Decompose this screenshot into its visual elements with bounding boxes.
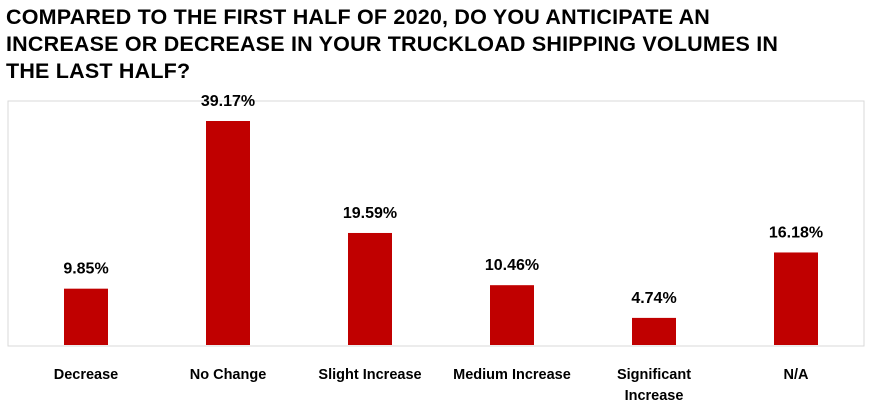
category-label-2: Slight Increase (318, 367, 421, 383)
category-label-4: Significant Increase (617, 367, 691, 404)
bar-2 (348, 232, 392, 345)
value-labels-group: 9.85% 39.17% 19.59% 10.46% 4.74% 16.18% (63, 93, 823, 307)
value-label-2: 19.59% (343, 205, 397, 222)
category-label-3: Medium Increase (453, 367, 571, 383)
value-label-4: 4.74% (631, 290, 676, 307)
category-label-1: No Change (190, 367, 267, 383)
bar-0 (64, 288, 108, 345)
bar-5 (774, 252, 818, 345)
category-labels-group: Decrease No Change Slight Increase Medium I… (54, 367, 809, 404)
value-label-0: 9.85% (63, 261, 108, 278)
bars-group (64, 121, 818, 345)
category-label-0: Decrease (54, 367, 119, 383)
category-label-5: N/A (784, 367, 810, 383)
value-label-5: 16.18% (769, 224, 823, 241)
bar-4 (632, 317, 676, 345)
bar-1 (206, 121, 250, 345)
chart-title: COMPARED TO THE FIRST HALF OF 2020, DO Y… (6, 5, 779, 83)
plot-border (7, 100, 865, 347)
value-label-3: 10.46% (485, 257, 539, 274)
value-label-1: 39.17% (201, 93, 255, 110)
bar-3 (490, 285, 534, 345)
